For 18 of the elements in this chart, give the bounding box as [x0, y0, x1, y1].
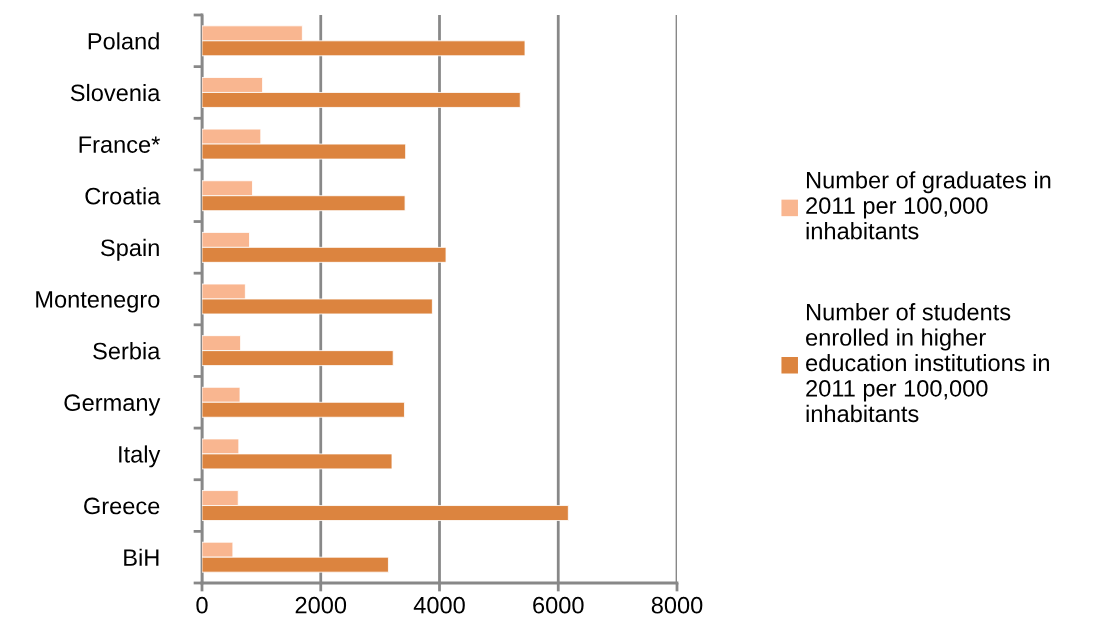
y-tick-label: Spain [101, 238, 159, 261]
y-tick-label: Italy [119, 445, 161, 468]
y-tick-label: Montenegro [36, 291, 160, 313]
legend-label: Number of graduates in 2011 per 100,000 inhabitants [806, 171, 1051, 240]
x-tick-label: 0 [196, 596, 208, 614]
y-tick-label: Greece [84, 497, 160, 515]
y-tick-label: Croatia [85, 187, 161, 205]
x-tick-label: 2000 [295, 596, 347, 614]
legend-label: Number of students enrolled in higher education institutions in 2011 per 100,000 inhabitants [806, 303, 1049, 423]
y-tick-label: Poland [88, 32, 159, 50]
y-tick-label: BiH [124, 548, 159, 566]
x-tick-label: 8000 [651, 596, 703, 614]
y-tick-label: France* [79, 136, 160, 153]
x-tick-label: 6000 [533, 596, 584, 614]
y-tick-label: Serbia [93, 342, 161, 360]
y-tick-label: Germany [64, 394, 161, 416]
y-tick-label: Slovenia [70, 83, 161, 102]
x-tick-label: 4000 [413, 596, 465, 614]
